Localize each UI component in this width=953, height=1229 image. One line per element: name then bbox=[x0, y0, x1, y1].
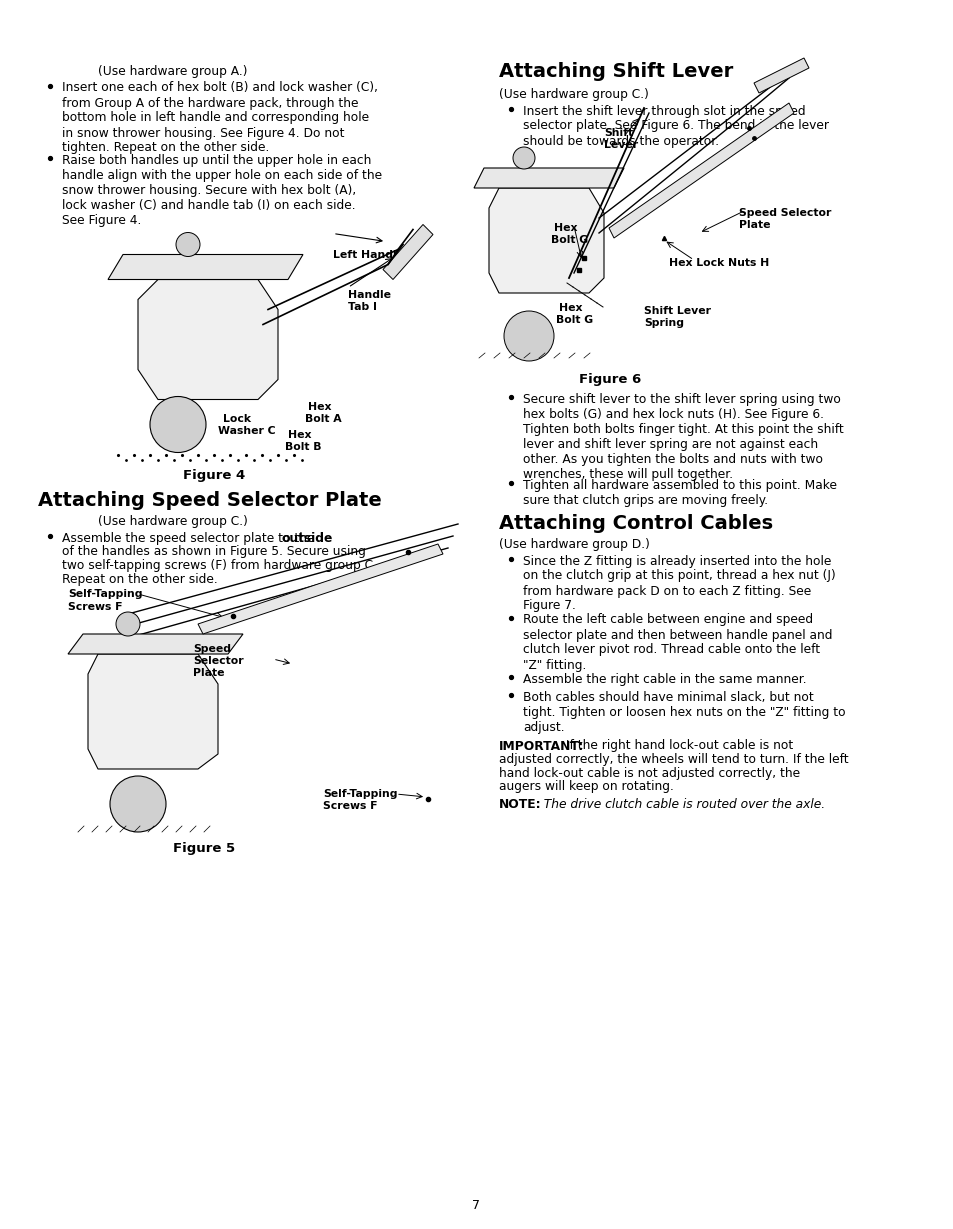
Text: Repeat on the other side.: Repeat on the other side. bbox=[62, 573, 217, 585]
Text: hand lock-out cable is not adjusted correctly, the: hand lock-out cable is not adjusted corr… bbox=[498, 767, 800, 779]
Text: Shift Lever: Shift Lever bbox=[643, 306, 710, 316]
Text: (Use hardware group A.): (Use hardware group A.) bbox=[98, 65, 247, 77]
Text: Self-Tapping: Self-Tapping bbox=[323, 789, 397, 799]
Text: Left Handle: Left Handle bbox=[333, 249, 403, 259]
Text: Attaching Speed Selector Plate: Attaching Speed Selector Plate bbox=[38, 492, 381, 510]
Polygon shape bbox=[88, 654, 218, 769]
Text: Bolt G: Bolt G bbox=[551, 235, 587, 245]
Polygon shape bbox=[753, 58, 808, 93]
Text: (Use hardware group C.): (Use hardware group C.) bbox=[498, 88, 648, 101]
Polygon shape bbox=[68, 634, 243, 654]
Text: Secure shift lever to the shift lever spring using two
hex bolts (G) and hex loc: Secure shift lever to the shift lever sp… bbox=[522, 393, 842, 481]
Circle shape bbox=[513, 147, 535, 170]
Text: Selector: Selector bbox=[193, 656, 243, 666]
Text: Hex: Hex bbox=[554, 222, 577, 234]
Text: Attaching Shift Lever: Attaching Shift Lever bbox=[498, 61, 733, 81]
Circle shape bbox=[150, 397, 206, 452]
Text: Figure 6: Figure 6 bbox=[578, 372, 640, 386]
Text: Speed Selector: Speed Selector bbox=[739, 208, 830, 218]
Text: Assemble the speed selector plate to the: Assemble the speed selector plate to the bbox=[62, 532, 318, 544]
Text: Both cables should have minimal slack, but not
tight. Tighten or loosen hex nuts: Both cables should have minimal slack, b… bbox=[522, 691, 844, 734]
Text: Bolt A: Bolt A bbox=[305, 414, 341, 424]
Text: augers will keep on rotating.: augers will keep on rotating. bbox=[498, 780, 673, 793]
Polygon shape bbox=[489, 188, 603, 293]
Polygon shape bbox=[382, 225, 433, 279]
Text: Self-Tapping: Self-Tapping bbox=[68, 589, 142, 599]
Text: of the handles as shown in Figure 5. Secure using: of the handles as shown in Figure 5. Sec… bbox=[62, 546, 366, 558]
Text: Raise both handles up until the upper hole in each
handle align with the upper h: Raise both handles up until the upper ho… bbox=[62, 154, 382, 227]
Text: Tab I: Tab I bbox=[348, 301, 376, 311]
Text: Screws F: Screws F bbox=[68, 602, 122, 612]
Text: Shift: Shift bbox=[603, 128, 633, 138]
Polygon shape bbox=[608, 103, 793, 238]
Text: Figure 5: Figure 5 bbox=[172, 842, 234, 855]
Text: two self-tapping screws (F) from hardware group C.: two self-tapping screws (F) from hardwar… bbox=[62, 559, 376, 571]
Polygon shape bbox=[474, 168, 623, 188]
Text: Spring: Spring bbox=[643, 318, 683, 328]
Text: Attaching Control Cables: Attaching Control Cables bbox=[498, 514, 772, 533]
Text: Bolt G: Bolt G bbox=[556, 315, 593, 324]
Text: outside: outside bbox=[282, 532, 333, 544]
Text: Hex: Hex bbox=[288, 429, 312, 440]
Text: adjusted correctly, the wheels will tend to turn. If the left: adjusted correctly, the wheels will tend… bbox=[498, 753, 848, 766]
Text: Hex: Hex bbox=[558, 304, 582, 313]
Text: If the right hand lock-out cable is not: If the right hand lock-out cable is not bbox=[561, 740, 792, 752]
Polygon shape bbox=[138, 279, 277, 399]
Text: Insert one each of hex bolt (B) and lock washer (C),
from Group A of the hardwar: Insert one each of hex bolt (B) and lock… bbox=[62, 81, 377, 155]
Text: Since the Z fitting is already inserted into the hole
on the clutch grip at this: Since the Z fitting is already inserted … bbox=[522, 554, 835, 612]
Text: Hex Lock Nuts H: Hex Lock Nuts H bbox=[668, 258, 768, 268]
Text: Speed: Speed bbox=[193, 644, 231, 654]
Text: Lever: Lever bbox=[603, 140, 638, 150]
Text: Route the left cable between engine and speed
selector plate and then between ha: Route the left cable between engine and … bbox=[522, 613, 832, 671]
Polygon shape bbox=[108, 254, 303, 279]
Circle shape bbox=[175, 232, 200, 257]
Circle shape bbox=[116, 612, 140, 635]
Circle shape bbox=[503, 311, 554, 361]
Text: (Use hardware group D.): (Use hardware group D.) bbox=[498, 538, 649, 551]
Text: 7: 7 bbox=[472, 1200, 479, 1212]
Polygon shape bbox=[198, 544, 442, 634]
Text: Insert the shift lever through slot in the speed
selector plate. See Figure 6. T: Insert the shift lever through slot in t… bbox=[522, 104, 828, 147]
Text: Tighten all hardware assembled to this point. Make
sure that clutch grips are mo: Tighten all hardware assembled to this p… bbox=[522, 479, 836, 508]
Text: The drive clutch cable is routed over the axle.: The drive clutch cable is routed over th… bbox=[536, 799, 824, 811]
Text: (Use hardware group C.): (Use hardware group C.) bbox=[98, 515, 248, 528]
Text: NOTE:: NOTE: bbox=[498, 799, 541, 811]
Text: Assemble the right cable in the same manner.: Assemble the right cable in the same man… bbox=[522, 672, 806, 686]
Text: Lock: Lock bbox=[223, 414, 251, 424]
Text: Washer C: Washer C bbox=[218, 426, 275, 436]
Text: Figure 4: Figure 4 bbox=[183, 469, 245, 483]
Text: Handle: Handle bbox=[348, 290, 391, 300]
Text: Plate: Plate bbox=[739, 220, 770, 230]
Text: IMPORTANT:: IMPORTANT: bbox=[498, 740, 583, 752]
Circle shape bbox=[110, 775, 166, 832]
Text: Bolt B: Bolt B bbox=[285, 441, 321, 451]
Text: Screws F: Screws F bbox=[323, 801, 377, 811]
Text: Plate: Plate bbox=[193, 669, 224, 678]
Text: Hex: Hex bbox=[308, 403, 331, 413]
